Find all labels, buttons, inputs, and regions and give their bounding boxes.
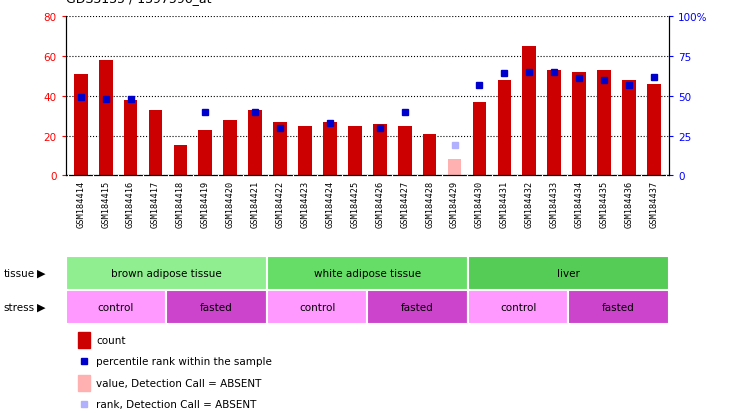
Text: fasted: fasted [602,302,635,312]
Bar [447,160,461,176]
Text: GSM184432: GSM184432 [525,180,534,227]
Bar [398,126,412,176]
Bar [348,126,362,176]
Bar [569,290,669,324]
Text: GSM184426: GSM184426 [375,180,385,227]
Text: GSM184418: GSM184418 [176,180,185,227]
Text: GSM184421: GSM184421 [251,180,260,227]
Text: tissue: tissue [4,268,35,278]
Bar [597,71,611,176]
Bar [523,47,536,176]
Text: GSM184423: GSM184423 [300,180,309,227]
Text: fasted: fasted [401,302,434,312]
Text: GSM184430: GSM184430 [475,180,484,227]
Bar [468,256,669,290]
Bar [74,75,88,176]
Text: GSM184414: GSM184414 [76,180,86,227]
Bar [267,256,468,290]
Text: GSM184419: GSM184419 [201,180,210,227]
Text: fasted: fasted [200,302,233,312]
Bar [199,130,212,176]
Bar [572,73,586,176]
Text: white adipose tissue: white adipose tissue [314,268,421,278]
Bar [647,85,661,176]
Bar [224,120,237,176]
Bar [373,124,387,176]
Bar [167,290,267,324]
Text: GSM184429: GSM184429 [450,180,459,227]
Bar [273,122,287,176]
Bar [298,126,312,176]
Text: GSM184424: GSM184424 [325,180,335,227]
Bar [473,102,486,176]
Text: GSM184417: GSM184417 [151,180,160,227]
Text: control: control [299,302,336,312]
Bar [323,122,337,176]
Bar [622,81,636,176]
Bar [99,61,113,176]
Bar [124,100,137,176]
Bar [173,146,187,176]
Text: value, Detection Call = ABSENT: value, Detection Call = ABSENT [96,378,261,388]
Bar [77,375,90,391]
Bar [267,290,367,324]
Text: GSM184433: GSM184433 [550,180,558,227]
Text: percentile rank within the sample: percentile rank within the sample [96,356,272,366]
Text: GSM184434: GSM184434 [575,180,583,227]
Bar [498,81,511,176]
Text: GSM184415: GSM184415 [101,180,110,227]
Text: GSM184436: GSM184436 [624,180,634,227]
Bar [468,290,569,324]
Text: GSM184416: GSM184416 [126,180,135,227]
Bar [548,71,561,176]
Text: GSM184428: GSM184428 [425,180,434,227]
Text: rank, Detection Call = ABSENT: rank, Detection Call = ABSENT [96,399,257,409]
Bar [66,290,167,324]
Text: GSM184425: GSM184425 [350,180,360,227]
Text: control: control [98,302,135,312]
Text: ▶: ▶ [37,302,45,312]
Text: GSM184420: GSM184420 [226,180,235,227]
Text: GSM184437: GSM184437 [649,180,659,227]
Text: GSM184431: GSM184431 [500,180,509,227]
Text: control: control [500,302,537,312]
Text: count: count [96,335,126,345]
Bar [77,332,90,348]
Text: GSM184427: GSM184427 [400,180,409,227]
Bar [66,256,267,290]
Bar [423,134,436,176]
Text: ▶: ▶ [37,268,45,278]
Text: stress: stress [4,302,35,312]
Text: brown adipose tissue: brown adipose tissue [111,268,221,278]
Text: GSM184435: GSM184435 [599,180,609,227]
Bar [249,110,262,176]
Bar [367,290,468,324]
Text: liver: liver [557,268,580,278]
Text: GDS3135 / 1397596_at: GDS3135 / 1397596_at [66,0,211,5]
Bar [148,110,162,176]
Text: GSM184422: GSM184422 [276,180,284,227]
